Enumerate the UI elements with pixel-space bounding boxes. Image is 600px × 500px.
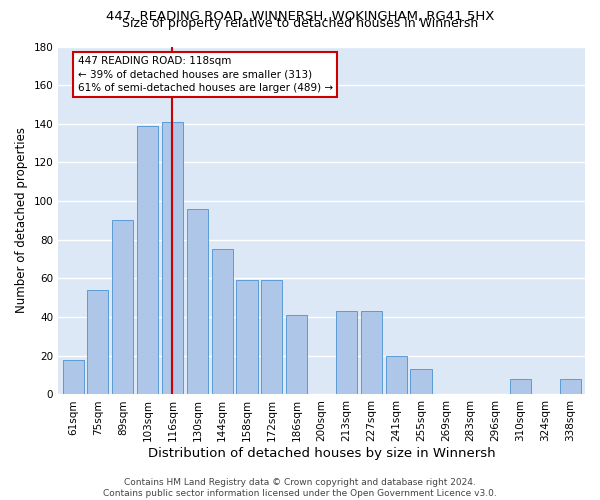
Bar [137,126,158,394]
Bar [162,122,183,394]
Bar [410,370,431,394]
Bar [112,220,133,394]
Bar [262,280,283,394]
Y-axis label: Number of detached properties: Number of detached properties [15,128,28,314]
Bar [236,280,257,394]
Text: 447 READING ROAD: 118sqm
← 39% of detached houses are smaller (313)
61% of semi-: 447 READING ROAD: 118sqm ← 39% of detach… [77,56,332,92]
Bar [212,250,233,394]
X-axis label: Distribution of detached houses by size in Winnersh: Distribution of detached houses by size … [148,447,496,460]
Text: Size of property relative to detached houses in Winnersh: Size of property relative to detached ho… [122,18,478,30]
Bar [510,379,531,394]
Bar [361,312,382,394]
Bar [560,379,581,394]
Bar [386,356,407,395]
Bar [286,315,307,394]
Bar [88,290,109,395]
Text: 447, READING ROAD, WINNERSH, WOKINGHAM, RG41 5HX: 447, READING ROAD, WINNERSH, WOKINGHAM, … [106,10,494,23]
Bar [336,312,357,394]
Bar [62,360,83,394]
Bar [187,209,208,394]
Text: Contains HM Land Registry data © Crown copyright and database right 2024.
Contai: Contains HM Land Registry data © Crown c… [103,478,497,498]
